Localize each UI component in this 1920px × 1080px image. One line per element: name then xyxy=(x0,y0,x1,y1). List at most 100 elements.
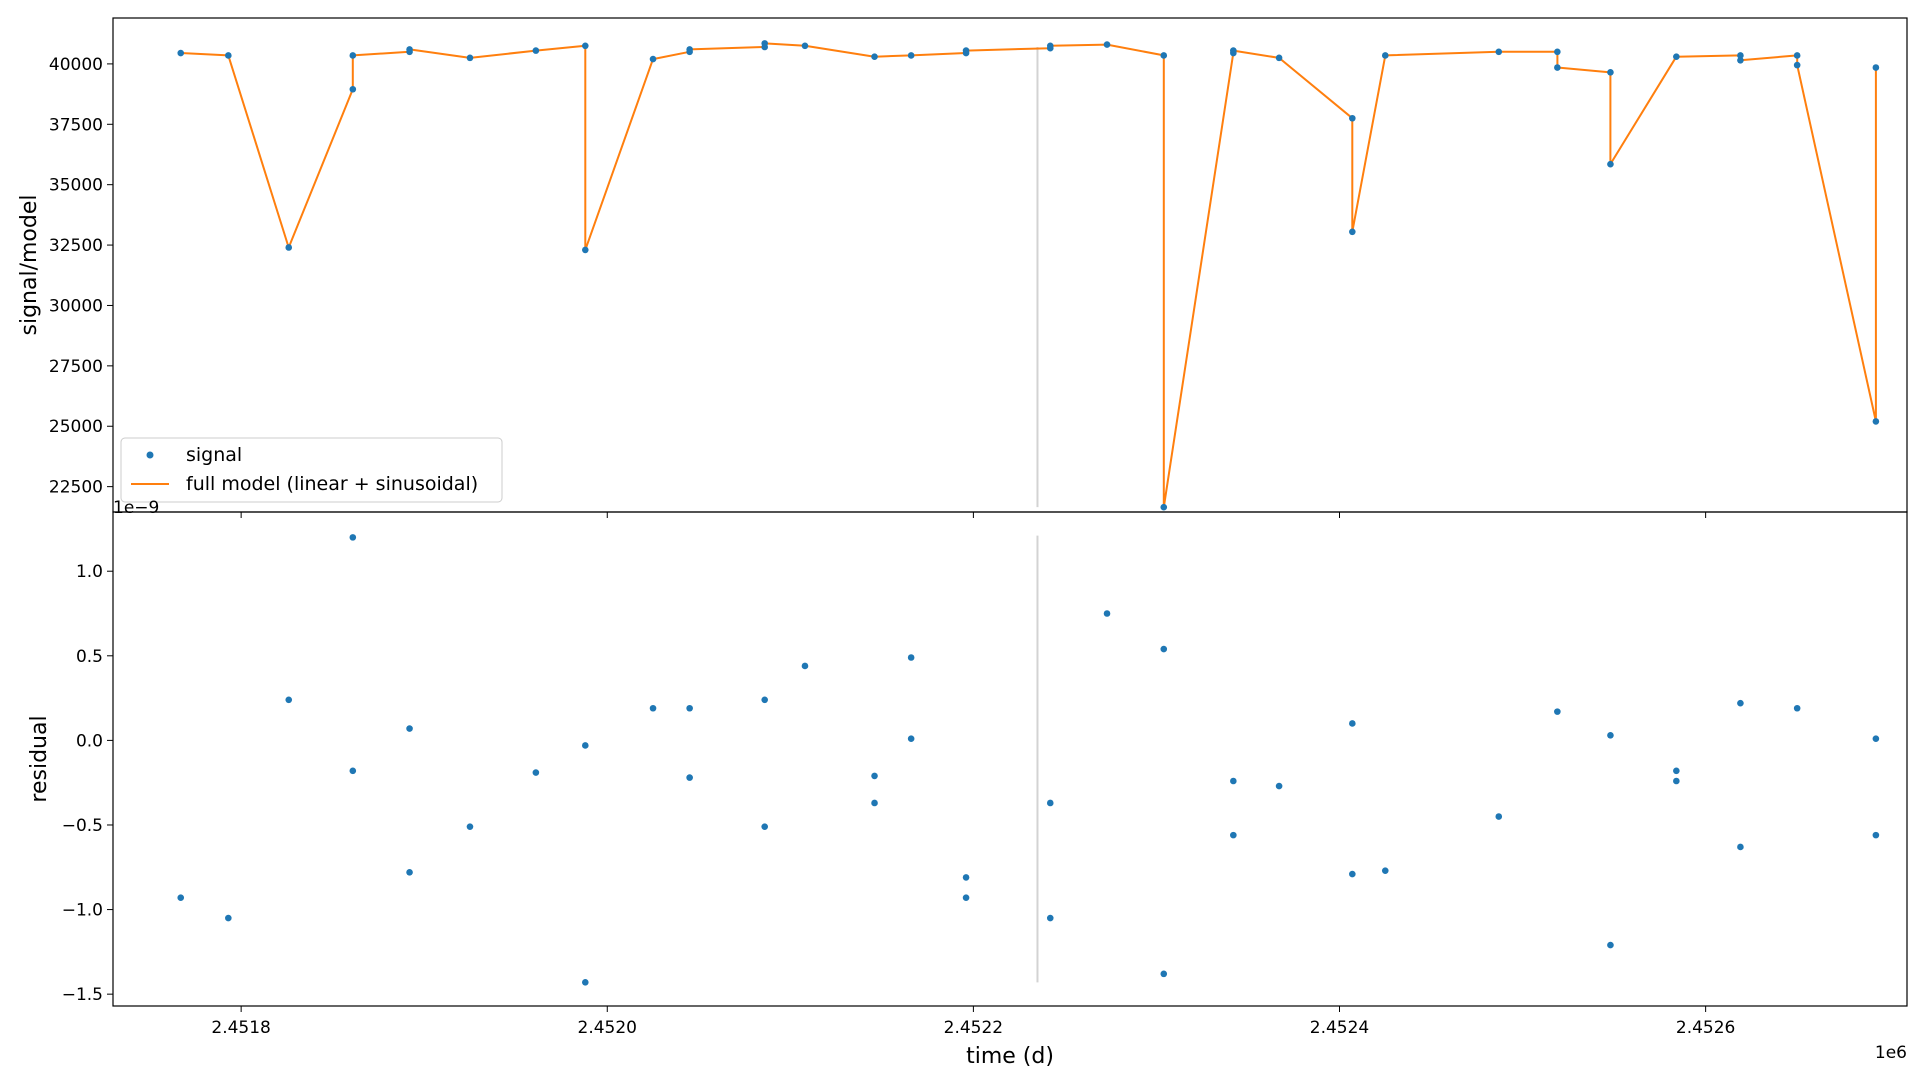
residual-point xyxy=(581,742,589,749)
residual-point xyxy=(349,534,357,541)
residual-point xyxy=(1160,645,1168,653)
x-tick-label: 2.4526 xyxy=(1676,1018,1735,1038)
signal-point xyxy=(1737,56,1744,64)
residual-point xyxy=(1103,610,1111,617)
residual-point xyxy=(1230,777,1237,785)
y-tick-label: 0.0 xyxy=(76,731,103,751)
signal-point xyxy=(1275,54,1283,62)
bottom-axes-frame xyxy=(112,511,1908,1007)
residual-point xyxy=(907,654,915,661)
legend-signal-label: signal xyxy=(186,444,242,466)
signal-point xyxy=(801,42,809,50)
residual-point xyxy=(1872,735,1880,742)
residual-point xyxy=(1793,704,1801,712)
residual-point xyxy=(761,696,768,704)
residual-point xyxy=(1230,831,1237,839)
y-tick-label: 25000 xyxy=(49,417,103,437)
top-x-ticks xyxy=(240,512,1707,518)
bottom-y-axis-label: residual xyxy=(27,715,52,802)
x-tick-label: 2.4524 xyxy=(1310,1018,1369,1038)
residual-point xyxy=(1607,941,1614,949)
y-tick-label: 22500 xyxy=(49,478,103,498)
signal-point xyxy=(406,46,413,53)
signal-point xyxy=(1872,64,1880,71)
residual-points-group xyxy=(177,534,1880,986)
residual-point xyxy=(1046,799,1054,807)
signal-point xyxy=(871,53,878,60)
residual-point xyxy=(1737,699,1744,707)
signal-point xyxy=(1607,160,1614,168)
signal-point xyxy=(349,52,357,59)
signal-point xyxy=(761,40,768,47)
signal-point xyxy=(581,246,589,254)
residual-point xyxy=(686,704,693,712)
residual-point xyxy=(581,979,589,986)
residual-point xyxy=(406,725,413,732)
signal-point xyxy=(1381,52,1389,59)
x-tick-label: 2.4520 xyxy=(578,1018,637,1038)
y-tick-label: −0.5 xyxy=(62,816,103,836)
signal-point xyxy=(285,244,293,251)
residual-point xyxy=(225,914,232,922)
signal-point xyxy=(686,46,693,53)
x-offset-text: 1e6 xyxy=(1875,1043,1907,1063)
signal-point xyxy=(177,49,185,57)
residual-point xyxy=(962,874,970,881)
y-tick-label: 32500 xyxy=(49,236,103,256)
signal-point xyxy=(532,47,540,54)
y-tick-label: 0.5 xyxy=(76,647,103,667)
signal-point xyxy=(349,85,357,93)
residual-point xyxy=(1160,970,1168,978)
signal-point xyxy=(1872,418,1880,425)
residual-point xyxy=(907,735,915,742)
residual-point xyxy=(532,769,540,776)
residual-point xyxy=(962,894,970,902)
signal-point xyxy=(1607,69,1614,76)
top-y-ticks: 22500 25000 27500 30000 32500 35000 37500 40000 xyxy=(49,55,113,498)
signal-point xyxy=(907,52,915,59)
legend-box xyxy=(120,437,503,503)
signal-point xyxy=(1495,48,1503,56)
y-tick-label: −1.5 xyxy=(62,985,103,1005)
residual-point xyxy=(177,894,185,902)
residual-point xyxy=(1495,813,1503,820)
residual-point xyxy=(649,704,657,712)
residual-point xyxy=(1554,708,1561,715)
residual-point xyxy=(1381,867,1389,874)
signal-point xyxy=(1046,42,1054,50)
signal-point xyxy=(649,55,657,63)
residual-point xyxy=(686,774,693,781)
residual-point xyxy=(1673,777,1680,785)
signal-point xyxy=(1160,52,1168,59)
residual-point xyxy=(1349,720,1356,727)
residual-point xyxy=(1275,782,1283,790)
residual-y-offset-text: 1e−9 xyxy=(113,498,159,518)
signal-point xyxy=(1737,52,1744,59)
bottom-x-ticks: 2.4518 2.4520 2.4522 2.4524 2.4526 xyxy=(211,1006,1735,1038)
residual-point xyxy=(1737,843,1744,851)
residual-point xyxy=(761,823,768,830)
signal-point xyxy=(1793,61,1801,69)
residual-point xyxy=(406,869,413,876)
signal-point xyxy=(225,52,232,59)
signal-point xyxy=(1349,228,1356,236)
residual-point xyxy=(871,772,878,780)
x-tick-label: 2.4518 xyxy=(211,1018,270,1038)
signal-point xyxy=(1554,64,1561,71)
residual-point xyxy=(1349,870,1356,878)
residual-point xyxy=(1673,767,1680,775)
signal-point xyxy=(962,47,970,54)
signal-point xyxy=(1103,41,1111,48)
y-tick-label: 1.0 xyxy=(76,562,103,582)
bottom-panel: −1.5 −1.0 −0.5 0.0 0.5 1.0 2.4518 2.4520 2.4522… xyxy=(27,498,1908,1038)
signal-point xyxy=(1230,47,1237,54)
signal-point xyxy=(1554,48,1561,56)
signal-point xyxy=(581,42,589,50)
legend-model-label: full model (linear + sinusoidal) xyxy=(186,473,478,495)
residual-point xyxy=(1872,831,1880,839)
residual-point xyxy=(1607,732,1614,739)
y-tick-label: 40000 xyxy=(49,55,103,75)
y-tick-label: 30000 xyxy=(49,296,103,316)
residual-point xyxy=(871,799,878,807)
